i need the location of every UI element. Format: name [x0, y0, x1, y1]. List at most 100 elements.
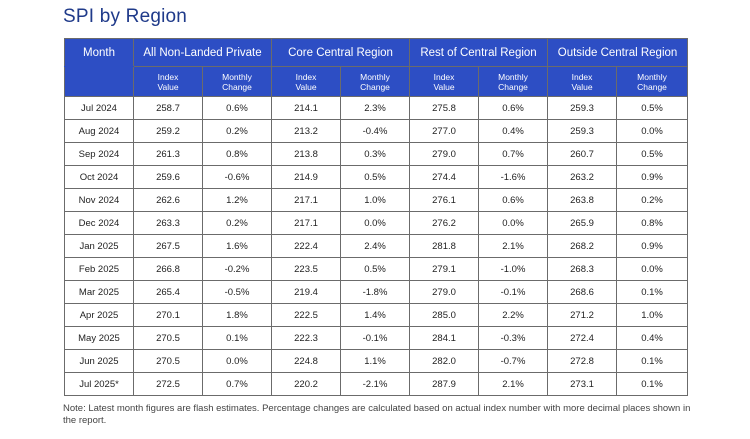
monthly-change-cell: 0.9%: [616, 165, 689, 189]
column-subheader-index-value: Index Value: [409, 66, 480, 97]
table-row: Apr 2025 270.1 1.8% 222.5 1.4% 285.0 2.2% 271.2…: [64, 303, 689, 327]
index-value-cell: 284.1: [409, 326, 480, 350]
monthly-change-cell: 0.6%: [478, 96, 549, 120]
column-header-region: All Non-Landed Private: [132, 38, 273, 67]
month-cell: May 2025: [64, 326, 134, 350]
monthly-change-cell: 2.2%: [478, 303, 549, 327]
index-value-cell: 268.2: [547, 234, 618, 258]
monthly-change-cell: 0.0%: [201, 349, 273, 373]
monthly-change-cell: 0.4%: [478, 119, 549, 143]
column-subheader-index-value: Index Value: [547, 66, 618, 97]
subheader-label-line: Value: [295, 81, 317, 92]
subheader-label-line: Index: [295, 71, 317, 82]
monthly-change-cell: -1.8%: [340, 280, 411, 304]
monthly-change-cell: 0.9%: [616, 234, 689, 258]
monthly-change-cell: 1.1%: [340, 349, 411, 373]
monthly-change-cell: 1.0%: [616, 303, 689, 327]
table-row: Jun 2025 270.5 0.0% 224.8 1.1% 282.0 -0.7% 272.…: [64, 349, 689, 373]
monthly-change-cell: -0.6%: [201, 165, 273, 189]
monthly-change-cell: 0.1%: [616, 280, 689, 304]
index-value-cell: 258.7: [133, 96, 203, 120]
index-value-cell: 213.2: [271, 119, 342, 143]
month-cell: Jun 2025: [64, 349, 134, 373]
index-value-cell: 220.2: [271, 372, 342, 396]
index-value-cell: 224.8: [271, 349, 342, 373]
table-header-row: Month All Non-Landed Private Core Centra…: [64, 38, 689, 67]
table-row: Mar 2025 265.4 -0.5% 219.4 -1.8% 279.0 -0.1% 26…: [64, 280, 689, 304]
table-row: Jan 2025 267.5 1.6% 222.4 2.4% 281.8 2.1% 268.2…: [64, 234, 689, 258]
monthly-change-cell: -0.5%: [201, 280, 273, 304]
monthly-change-cell: 0.5%: [616, 96, 689, 120]
monthly-change-cell: 2.1%: [478, 234, 549, 258]
column-subheader-index-value: Index Value: [271, 66, 342, 97]
monthly-change-cell: 0.0%: [478, 211, 549, 235]
index-value-cell: 276.2: [409, 211, 480, 235]
index-value-cell: 259.3: [547, 96, 618, 120]
subheader-label-line: Change: [360, 81, 390, 92]
monthly-change-cell: 0.8%: [201, 142, 273, 166]
index-value-cell: 217.1: [271, 211, 342, 235]
index-value-cell: 223.5: [271, 257, 342, 281]
monthly-change-cell: -2.1%: [340, 372, 411, 396]
index-value-cell: 275.8: [409, 96, 480, 120]
index-value-cell: 222.3: [271, 326, 342, 350]
index-value-cell: 287.9: [409, 372, 480, 396]
column-subheader-monthly-change: Monthly Change: [478, 66, 549, 97]
index-value-cell: 270.5: [133, 349, 203, 373]
monthly-change-cell: -0.1%: [478, 280, 549, 304]
monthly-change-cell: 0.2%: [201, 211, 273, 235]
monthly-change-cell: 0.5%: [616, 142, 689, 166]
index-value-cell: 219.4: [271, 280, 342, 304]
table-row: Nov 2024 262.6 1.2% 217.1 1.0% 276.1 0.6% 263.8…: [64, 188, 689, 212]
table-row: Aug 2024 259.2 0.2% 213.2 -0.4% 277.0 0.4% 259.…: [64, 119, 689, 143]
month-cell: Jul 2025*: [64, 372, 134, 396]
index-value-cell: 265.4: [133, 280, 203, 304]
monthly-change-cell: 0.8%: [616, 211, 689, 235]
index-value-cell: 271.2: [547, 303, 618, 327]
index-value-cell: 279.1: [409, 257, 480, 281]
index-value-cell: 268.6: [547, 280, 618, 304]
index-value-cell: 274.4: [409, 165, 480, 189]
index-value-cell: 213.8: [271, 142, 342, 166]
monthly-change-cell: -0.7%: [478, 349, 549, 373]
monthly-change-cell: 2.3%: [340, 96, 411, 120]
monthly-change-cell: 0.0%: [616, 257, 689, 281]
subheader-label-line: Change: [498, 81, 528, 92]
month-cell: Aug 2024: [64, 119, 134, 143]
index-value-cell: 259.2: [133, 119, 203, 143]
index-value-cell: 279.0: [409, 142, 480, 166]
monthly-change-cell: -0.4%: [340, 119, 411, 143]
index-value-cell: 272.5: [133, 372, 203, 396]
monthly-change-cell: 0.5%: [340, 257, 411, 281]
monthly-change-cell: -1.0%: [478, 257, 549, 281]
subheader-label-line: Monthly: [222, 71, 252, 82]
monthly-change-cell: 1.0%: [340, 188, 411, 212]
table-row: Jul 2024 258.7 0.6% 214.1 2.3% 275.8 0.6% 259.3…: [64, 96, 689, 120]
index-value-cell: 273.1: [547, 372, 618, 396]
index-value-cell: 281.8: [409, 234, 480, 258]
subheader-label-line: Change: [222, 81, 252, 92]
subheader-label-line: Value: [157, 81, 179, 92]
monthly-change-cell: 0.6%: [201, 96, 273, 120]
index-value-cell: 276.1: [409, 188, 480, 212]
subheader-label-line: Index: [433, 71, 455, 82]
table-body: Jul 2024 258.7 0.6% 214.1 2.3% 275.8 0.6% 259.3…: [64, 96, 689, 396]
index-value-cell: 222.4: [271, 234, 342, 258]
index-value-cell: 270.1: [133, 303, 203, 327]
spi-table: Month All Non-Landed Private Core Centra…: [64, 38, 689, 396]
month-cell: Mar 2025: [64, 280, 134, 304]
monthly-change-cell: -0.1%: [340, 326, 411, 350]
index-value-cell: 272.4: [547, 326, 618, 350]
index-value-cell: 222.5: [271, 303, 342, 327]
month-cell: Jan 2025: [64, 234, 134, 258]
column-header-region: Outside Central Region: [547, 38, 689, 67]
monthly-change-cell: 0.1%: [201, 326, 273, 350]
monthly-change-cell: 0.1%: [616, 349, 689, 373]
column-subheader-blank: [64, 66, 134, 97]
index-value-cell: 263.2: [547, 165, 618, 189]
index-value-cell: 263.3: [133, 211, 203, 235]
index-value-cell: 267.5: [133, 234, 203, 258]
index-value-cell: 265.9: [547, 211, 618, 235]
monthly-change-cell: -0.3%: [478, 326, 549, 350]
column-subheader-monthly-change: Monthly Change: [201, 66, 273, 97]
